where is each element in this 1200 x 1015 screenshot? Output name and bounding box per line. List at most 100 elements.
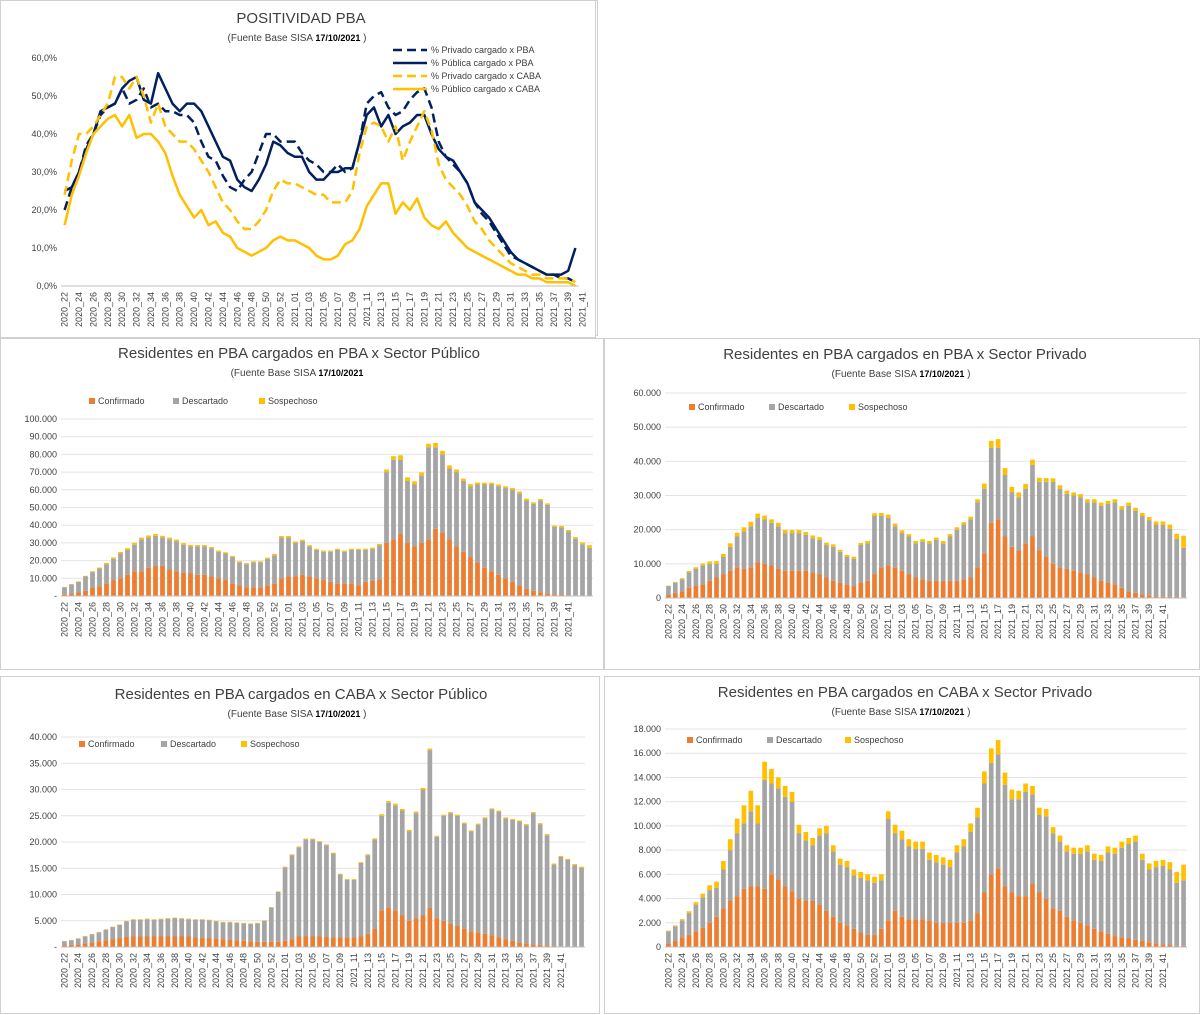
x-tick-label: 2020_46 [828,953,838,988]
bar-sospechoso [426,444,431,448]
chart-panel-pba-publico: Residentes en PBA cargados en PBA x Sect… [0,338,604,670]
bar-confirmado [687,935,692,947]
bar-descartado [996,448,1001,520]
bar-descartado [1064,494,1069,569]
chart-subtitle: (Fuente Base SISA 17/10/2021 ) [228,33,367,44]
bar-sospechoso [749,522,754,526]
bar-confirmado [776,879,781,947]
bar-descartado [517,822,522,943]
bar-sospechoso [440,451,445,455]
bar-sospechoso [817,537,822,540]
bar-descartado [700,897,705,927]
bar-descartado [900,533,905,571]
bar-sospechoso [244,563,249,564]
bar-descartado [310,839,315,936]
bar-descartado [421,790,426,916]
bar-descartado [700,566,705,585]
legend-label: Sospechoso [858,402,908,412]
bar-descartado [482,484,487,567]
x-tick-label: 2021_17 [993,604,1003,639]
bar-confirmado [531,591,536,596]
bar-confirmado [421,916,426,948]
bar-confirmado [186,937,191,948]
bar-confirmado [893,911,898,947]
bar-descartado [255,923,260,941]
bar-descartado [303,839,308,936]
x-tick-label: 2020_22 [663,953,673,988]
bar-sospechoso [412,481,417,484]
bar-confirmado [1030,884,1035,947]
x-tick-label: 2021_19 [419,292,429,327]
bar-sospechoso [1147,863,1152,869]
bar-descartado [1161,866,1166,945]
bar-descartado [146,538,151,568]
x-tick-label: 2021_33 [508,602,518,637]
bar-sospechoso [680,919,685,920]
bar-descartado [489,484,494,571]
bar-sospechoso [1016,791,1021,799]
bar-sospechoso [166,918,171,919]
x-tick-label: 2020_44 [211,953,221,988]
subtitle-suffix: ) [360,709,366,720]
bar-confirmado [262,942,267,947]
bar-descartado [845,557,850,584]
bar-descartado [1058,842,1063,911]
bar-descartado [118,554,123,579]
x-tick-label: 2020_22 [60,602,70,637]
bar-confirmado [230,584,235,596]
bar-sospechoso [200,919,205,920]
bar-confirmado [673,941,678,947]
bar-descartado [372,839,377,928]
bar-sospechoso [223,552,228,553]
bar-confirmado [167,569,172,596]
x-tick-label: 2021_31 [1089,604,1099,639]
bar-descartado [694,569,699,586]
y-tick-label: 40.000 [29,732,57,742]
bar-descartado [858,545,863,583]
bar-descartado [1154,867,1159,943]
chart-title: POSITIVIDAD PBA [236,10,365,27]
bar-descartado [1099,861,1104,931]
bar-sospechoso [303,839,308,840]
bar-sospechoso [1147,517,1152,520]
bar-descartado [440,454,445,532]
bar-sospechoso [934,538,939,540]
x-tick-label: 2021_07 [321,953,331,988]
x-tick-label: 2021_27 [1062,604,1072,639]
bar-sospechoso [1051,827,1056,833]
x-tick-label: 2020_46 [228,602,238,637]
x-tick-label: 2021_21 [1021,604,1031,639]
bar-confirmado [90,942,95,947]
bar-descartado [913,849,918,919]
legend-swatch-confirmado [79,741,85,747]
x-tick-label: 2020_22 [59,953,69,988]
x-tick-label: 2020_40 [787,604,797,639]
bar-descartado [879,516,884,567]
bar-descartado [172,918,177,936]
legend-label: Confirmado [696,735,743,745]
bar-descartado [817,836,822,905]
bar-descartado [742,823,747,888]
bar-sospechoso [687,911,692,913]
bar-descartado [838,552,843,583]
bar-descartado [1126,506,1131,591]
y-tick-label: 20,0% [31,205,57,215]
x-tick-label: 2021_13 [966,604,976,639]
bar-confirmado [258,587,263,596]
bar-sospechoso [290,854,295,855]
bar-confirmado [490,935,495,947]
y-tick-label: 10.000 [633,559,661,569]
bar-confirmado [1023,896,1028,947]
bar-sospechoso [483,817,488,818]
bar-confirmado [476,932,481,947]
bar-descartado [538,500,543,592]
bar-confirmado [1092,578,1097,599]
bar-descartado [893,526,898,567]
bar-sospechoso [831,845,836,851]
x-tick-label: 2020_42 [801,953,811,988]
bar-confirmado [272,584,277,596]
bar-confirmado [858,932,863,947]
bar-confirmado [172,937,177,948]
bar-confirmado [228,940,233,947]
x-tick-label: 2021_13 [966,953,976,988]
